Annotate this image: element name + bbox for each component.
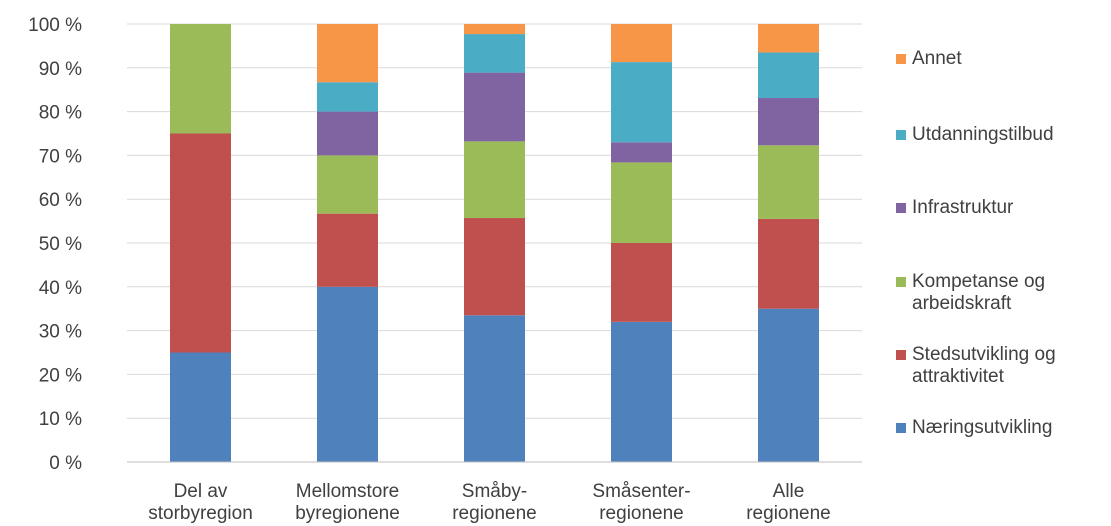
bar-segment — [170, 133, 231, 353]
bar-segment — [464, 218, 525, 316]
y-tick-label: 70 % — [39, 146, 82, 167]
y-tick-label: 40 % — [39, 278, 82, 299]
bar-segment — [758, 218, 819, 309]
x-tick-label: Småby-regionene — [452, 481, 537, 524]
y-tick-label: 50 % — [39, 234, 82, 255]
legend-label: Kompetanse og arbeidskraft — [912, 271, 1046, 314]
legend-swatch — [896, 130, 906, 140]
x-tick-label: Del av storbyregion — [148, 481, 253, 524]
legend: Annet Utdanningstilbud Infrastruktur Kom… — [896, 0, 1111, 526]
bar-segment — [611, 243, 672, 322]
bar-segment — [611, 142, 672, 163]
bars — [170, 24, 819, 462]
x-tick-label: Småsenter-regionene — [592, 481, 690, 524]
y-tick-label: 10 % — [39, 409, 82, 430]
legend-item-annet: Annet — [896, 48, 1111, 70]
legend-label: Stedsutvikling og attraktivitet — [912, 344, 1056, 387]
legend-swatch — [896, 277, 906, 287]
x-tick-label: Alle regionene — [746, 481, 831, 524]
bar-segment — [758, 24, 819, 53]
y-tick-label: 0 % — [49, 453, 82, 474]
bar-segment — [317, 286, 378, 462]
legend-swatch — [896, 350, 906, 360]
legend-item-stedsutvikling: Stedsutvikling og attraktivitet — [896, 344, 1111, 388]
bar-segment — [464, 72, 525, 142]
y-axis-ticks: 0 % 10 % 20 % 30 % 40 % 50 % 60 % 70 % 80 % 90 % 1… — [28, 15, 82, 474]
bar-segment — [464, 315, 525, 462]
bar-segment — [317, 82, 378, 112]
bar-segment — [464, 24, 525, 35]
legend-item-naeringsutvikling: Næringsutvikling — [896, 417, 1111, 439]
legend-label: Næringsutvikling — [912, 417, 1053, 438]
bar-segment — [611, 321, 672, 462]
legend-swatch — [896, 54, 906, 64]
legend-item-infrastruktur: Infrastruktur — [896, 197, 1111, 219]
y-tick-label: 100 % — [28, 15, 82, 36]
bar-segment — [611, 24, 672, 63]
legend-item-utdanningstilbud: Utdanningstilbud — [896, 124, 1111, 146]
x-axis-labels: Del av storbyregion Mellomstore byregionene… — [148, 481, 831, 524]
y-tick-label: 90 % — [39, 59, 82, 80]
bar-segment — [611, 162, 672, 243]
bar-segment — [317, 111, 378, 156]
bar-segment — [758, 145, 819, 219]
bar-segment — [611, 62, 672, 143]
y-tick-label: 60 % — [39, 190, 82, 211]
bar-segment — [170, 352, 231, 462]
legend-swatch — [896, 423, 906, 433]
legend-item-kompetanse: Kompetanse og arbeidskraft — [896, 271, 1111, 315]
bar-segment — [317, 155, 378, 214]
y-tick-label: 20 % — [39, 365, 82, 386]
bar-segment — [170, 24, 231, 134]
bar-segment — [758, 308, 819, 462]
bar-segment — [317, 213, 378, 287]
legend-label: Utdanningstilbud — [912, 124, 1054, 145]
legend-label: Annet — [912, 48, 962, 69]
y-tick-label: 30 % — [39, 322, 82, 343]
bar-segment — [464, 34, 525, 73]
legend-label: Infrastruktur — [912, 197, 1014, 218]
x-tick-label: Mellomstore byregionene — [295, 481, 400, 524]
y-tick-label: 80 % — [39, 103, 82, 124]
bar-segment — [317, 24, 378, 83]
bar-segment — [758, 52, 819, 99]
bar-segment — [758, 98, 819, 146]
bar-segment — [464, 141, 525, 219]
legend-swatch — [896, 203, 906, 213]
